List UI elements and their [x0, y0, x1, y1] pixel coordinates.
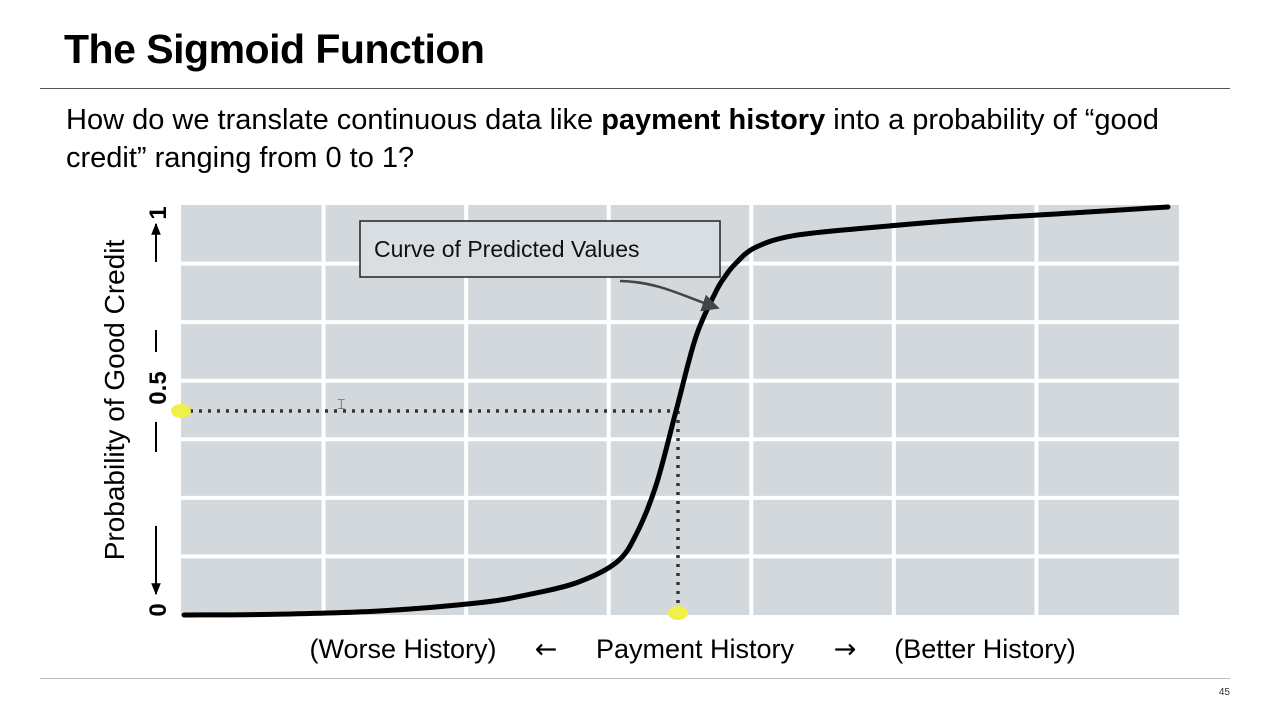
x-left-label: (Worse History) — [309, 634, 496, 664]
title-divider — [40, 88, 1230, 89]
annotation-text: Curve of Predicted Values — [374, 236, 640, 262]
x-marker-dot — [668, 606, 688, 620]
slide-title: The Sigmoid Function — [64, 26, 485, 72]
question-text-start: How do we translate continuous data like — [66, 104, 602, 136]
guide-lines — [181, 409, 680, 615]
question-bold-term: payment history — [601, 104, 826, 136]
y-tick-label-0: 0 — [145, 603, 172, 616]
x-left-arrow: ← — [535, 634, 558, 665]
highlight-markers — [171, 404, 688, 620]
y-tick-label-0.5: 0.5 — [145, 371, 172, 404]
x-axis-label: Payment History — [596, 634, 795, 664]
annotation-arrow — [619, 279, 720, 312]
question-text-end: into a probability of “good credit” rang… — [66, 104, 1159, 174]
annotation-box — [359, 220, 721, 278]
page-number: 45 — [1218, 687, 1230, 698]
x-right-arrow: → — [834, 634, 857, 665]
text-cursor-icon: ⌶ — [337, 396, 346, 412]
y-axis-label: Probability of Good Credit — [99, 239, 130, 560]
y-marker-dot — [171, 404, 191, 418]
x-right-label: (Better History) — [894, 634, 1076, 664]
slide-question: How do we translate continuous data like… — [66, 101, 1186, 177]
y-tick-label-1: 1 — [145, 206, 172, 219]
sigmoid-curve — [181, 204, 1171, 618]
footer-divider — [40, 678, 1230, 679]
